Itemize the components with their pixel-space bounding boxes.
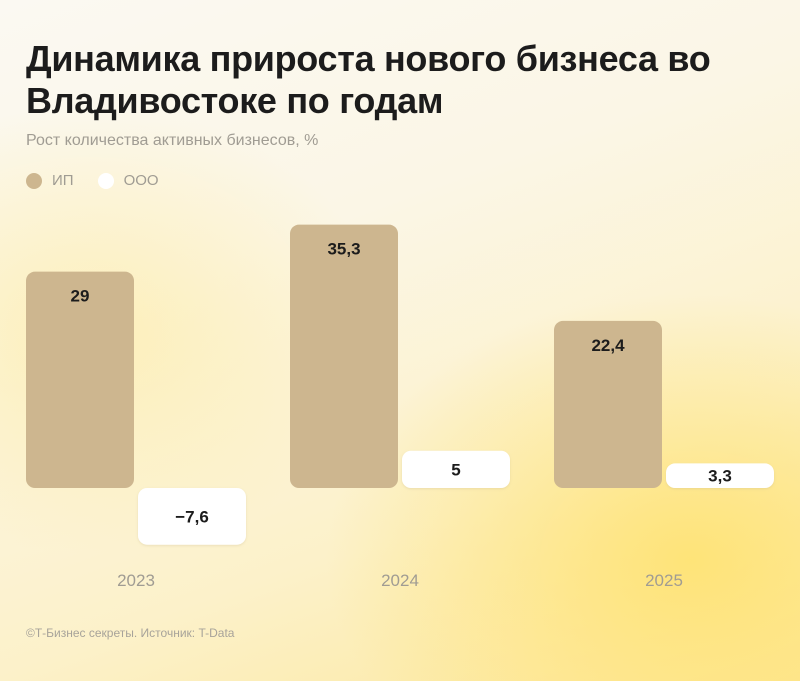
data-label-ooo-2025: 3,3 bbox=[708, 467, 732, 486]
data-label-ooo-2023: −7,6 bbox=[175, 507, 209, 526]
legend-label-ip: ИП bbox=[52, 172, 74, 189]
data-label-ip-2025: 22,4 bbox=[591, 336, 625, 355]
bar-ip-2024 bbox=[290, 224, 398, 489]
bar-ip-2023 bbox=[26, 271, 134, 488]
x-tick-label-2025: 2025 bbox=[645, 571, 683, 590]
source-footer: ©Т-Бизнес секреты. Источник: T-Data bbox=[26, 626, 235, 640]
bar-ip-2025 bbox=[554, 320, 662, 488]
chart-subtitle: Рост количества активных бизнесов, % bbox=[26, 132, 319, 149]
x-tick-label-2024: 2024 bbox=[381, 571, 419, 590]
bar-ooo-2024 bbox=[402, 450, 510, 488]
chart-title: Динамика прироста нового бизнеса во Влад… bbox=[26, 38, 711, 121]
legend: ИП ООО bbox=[26, 172, 159, 189]
bar-ooo-2025 bbox=[666, 463, 774, 488]
data-label-ip-2024: 35,3 bbox=[327, 240, 360, 259]
legend-item-ip: ИП bbox=[26, 172, 74, 189]
x-tick-label-2023: 2023 bbox=[117, 571, 155, 590]
legend-item-ooo: ООО bbox=[97, 172, 159, 189]
data-label-ip-2023: 29 bbox=[71, 287, 90, 306]
legend-swatch-ooo bbox=[97, 172, 114, 189]
legend-swatch-ip bbox=[26, 172, 42, 189]
bar-ooo-2023 bbox=[138, 488, 246, 545]
data-label-ooo-2024: 5 bbox=[451, 460, 460, 479]
legend-label-ooo: ООО bbox=[123, 172, 159, 189]
